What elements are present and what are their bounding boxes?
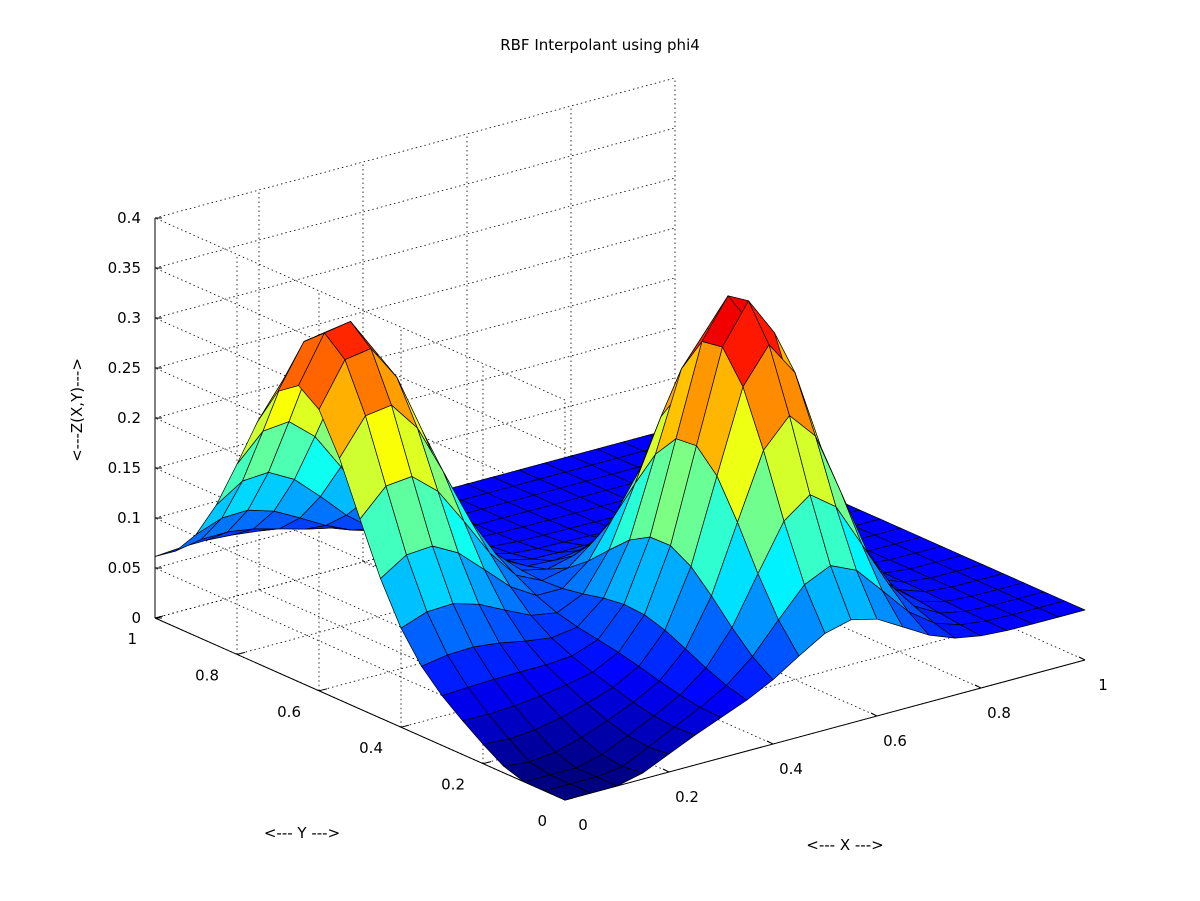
wall-grid-line xyxy=(154,77,676,219)
wall-grid-line xyxy=(154,227,676,369)
y-axis-line xyxy=(154,617,566,801)
y-tick-mark xyxy=(400,724,410,728)
x-tick-label: 0.6 xyxy=(883,732,907,750)
z-axis-label: <---Z(X,Y)---> xyxy=(68,358,86,462)
wall-grid-line xyxy=(154,367,566,551)
x-tick-label: 0.2 xyxy=(675,788,699,806)
y-tick-label: 0.6 xyxy=(277,703,301,721)
x-tick-mark xyxy=(870,712,878,717)
x-tick-label: 0.4 xyxy=(779,760,803,778)
y-axis-label: <--- Y ---> xyxy=(264,824,340,842)
x-tick-mark xyxy=(974,684,982,689)
y-tick-label: 0.4 xyxy=(359,739,383,757)
surface-patch xyxy=(1038,600,1086,618)
wall-grid-line xyxy=(154,217,566,401)
x-tick-mark xyxy=(1078,656,1086,661)
x-tick-mark xyxy=(662,768,670,773)
wall-grid-line xyxy=(154,517,566,701)
z-tick-label: 0.25 xyxy=(108,359,141,377)
z-tick-label: 0.1 xyxy=(117,509,141,527)
wall-grid-line xyxy=(154,317,566,501)
x-axis-line xyxy=(564,659,1086,801)
wall-grid-line xyxy=(154,417,566,601)
x-tick-mark xyxy=(766,740,774,745)
y-tick-label: 1 xyxy=(127,630,137,648)
x-tick-label: 0 xyxy=(578,816,588,834)
y-tick-mark xyxy=(236,651,246,655)
z-tick-label: 0 xyxy=(131,609,141,627)
wall-grid-line xyxy=(154,567,566,751)
tick-labels: 0 0.2 0.4 0.6 0.8 1 0 0.2 0.4 0.6 0.8 1 0 0.05 0.1 0.15… xyxy=(108,209,1108,834)
floor-grid-line xyxy=(258,589,670,773)
chart-title: RBF Interpolant using phi4 xyxy=(500,36,700,54)
z-tick-label: 0.15 xyxy=(108,459,141,477)
surface-layer xyxy=(154,295,1086,801)
x-axis-label: <--- X ---> xyxy=(806,836,883,854)
y-tick-mark xyxy=(482,761,492,765)
z-tick-label: 0.2 xyxy=(117,409,141,427)
y-tick-label: 0.8 xyxy=(195,666,219,684)
wall-grid-line xyxy=(154,177,676,319)
y-tick-label: 0 xyxy=(537,812,547,830)
y-tick-label: 0.2 xyxy=(441,776,465,794)
wall-grid-line xyxy=(154,277,676,419)
z-tick-label: 0.3 xyxy=(117,309,141,327)
z-tick-label: 0.05 xyxy=(108,559,141,577)
x-tick-label: 0.8 xyxy=(987,704,1011,722)
x-tick-label: 1 xyxy=(1098,676,1108,694)
y-tick-mark xyxy=(318,688,328,692)
wall-grid-line xyxy=(154,127,676,269)
z-tick-label: 0.4 xyxy=(117,209,141,227)
wall-grid-line xyxy=(154,267,566,451)
z-tick-label: 0.35 xyxy=(108,259,141,277)
